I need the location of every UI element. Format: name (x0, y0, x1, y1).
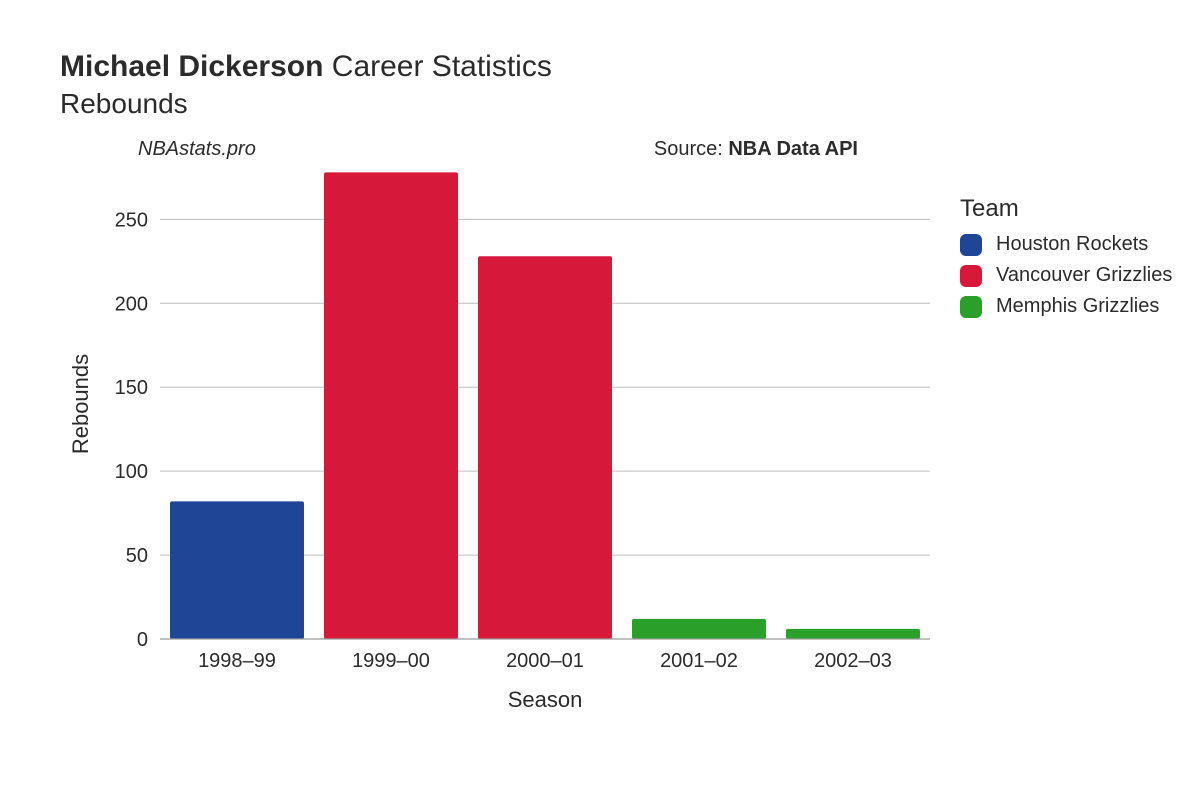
x-tick-label: 1999–00 (352, 650, 430, 672)
legend-label: Houston Rockets (996, 233, 1148, 256)
bar (786, 629, 920, 639)
legend-swatch (960, 296, 982, 318)
bar-chart: 0 50 100 150 200 250 1998–99 1999–00 2000–01 2001… (60, 169, 960, 729)
legend: Team Houston Rockets Vancouver Grizzlies M… (960, 195, 1172, 326)
legend-item: Vancouver Grizzlies (960, 264, 1172, 287)
legend-swatch (960, 234, 982, 256)
y-tick-label: 100 (115, 461, 148, 483)
meta-row: NBAstats.pro Source: NBA Data API (138, 138, 858, 161)
y-tick-label: 50 (126, 545, 148, 567)
bar (170, 501, 304, 639)
chart-subtitle: Rebounds (60, 88, 1140, 120)
x-tick-label: 2002–03 (814, 650, 892, 672)
legend-item: Memphis Grizzlies (960, 295, 1172, 318)
site-credit: NBAstats.pro (138, 138, 256, 161)
legend-title: Team (960, 195, 1172, 223)
legend-item: Houston Rockets (960, 233, 1172, 256)
y-tick-label: 0 (137, 629, 148, 651)
legend-swatch (960, 265, 982, 287)
y-tick-label: 150 (115, 377, 148, 399)
bar (324, 172, 458, 639)
chart-title: Michael Dickerson Career Statistics (60, 50, 1140, 84)
y-tick-label: 200 (115, 293, 148, 315)
source-name: NBA Data API (728, 138, 858, 160)
legend-label: Vancouver Grizzlies (996, 264, 1172, 287)
source-credit: Source: NBA Data API (654, 138, 858, 161)
x-axis-label: Season (508, 687, 583, 712)
y-tick-label: 250 (115, 209, 148, 231)
legend-label: Memphis Grizzlies (996, 295, 1159, 318)
x-tick-label: 2000–01 (506, 650, 584, 672)
source-prefix: Source: (654, 138, 728, 160)
title-bold: Michael Dickerson (60, 50, 323, 83)
bar (632, 619, 766, 639)
bar (478, 256, 612, 639)
x-tick-label: 1998–99 (198, 650, 276, 672)
y-axis-label: Rebounds (68, 354, 93, 454)
x-tick-label: 2001–02 (660, 650, 738, 672)
title-rest: Career Statistics (323, 50, 551, 83)
